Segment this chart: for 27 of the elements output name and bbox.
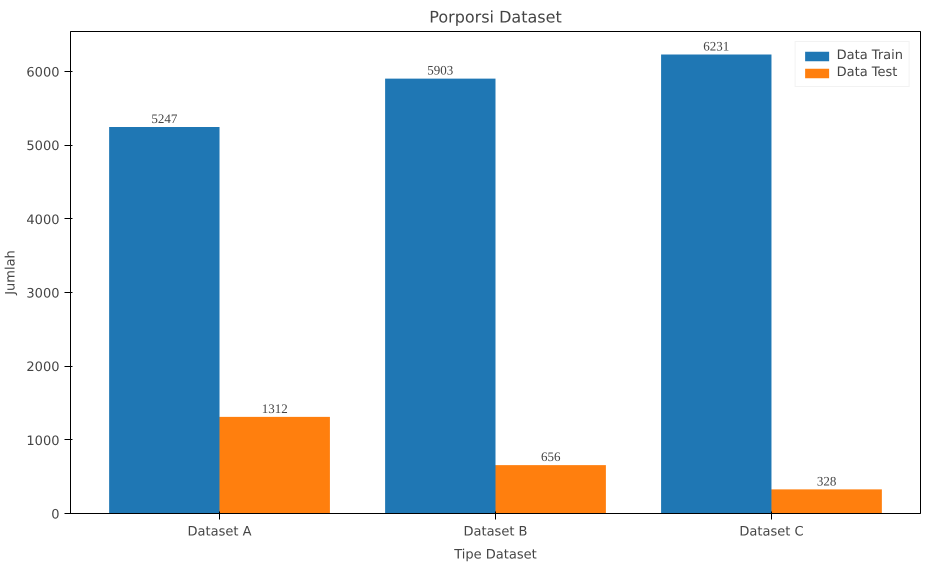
y-tick-label: 0 [51, 508, 60, 522]
bar [109, 126, 220, 514]
data-label: 656 [540, 449, 561, 464]
bar [496, 465, 606, 514]
x-tick-label: Dataset A [188, 524, 252, 540]
x-tick-label: Dataset B [464, 524, 528, 540]
bar [385, 78, 496, 514]
data-label: 1312 [262, 400, 288, 416]
y-tick-label: 6000 [26, 66, 60, 80]
bar [661, 54, 772, 514]
bar [220, 416, 330, 514]
data-label: 6231 [703, 38, 730, 54]
y-tick-label: 5000 [26, 139, 60, 154]
y-tick-label: 4000 [26, 212, 60, 228]
x-axis-title: Tipe Dataset [453, 548, 537, 562]
legend-label: Data Test [836, 65, 898, 80]
y-tick-label: 2000 [26, 360, 60, 376]
data-label: 328 [816, 473, 836, 488]
chart-title: Porporsi Dataset [429, 8, 562, 26]
data-label: 5247 [151, 110, 178, 126]
bar [771, 489, 882, 514]
y-axis-title: Jumlah [3, 250, 18, 296]
legend-label: Data Train [836, 48, 903, 63]
y-tick-label: 1000 [26, 434, 60, 449]
x-tick-label: Dataset C [739, 524, 804, 540]
y-tick-label: 3000 [26, 286, 60, 302]
data-label: 5903 [427, 62, 454, 78]
